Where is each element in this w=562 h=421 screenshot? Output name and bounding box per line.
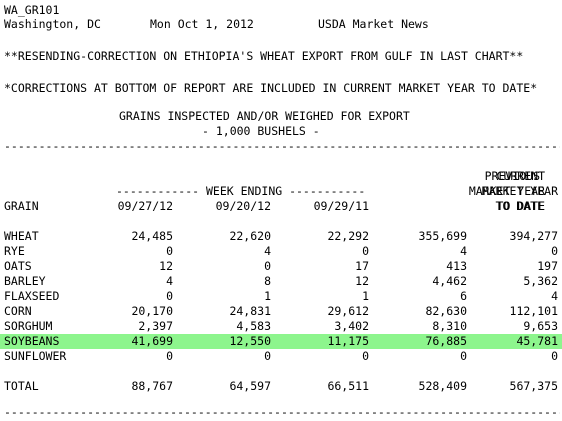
table-row-flaxseed-label: FLAXSEED — [4, 289, 60, 303]
table-row-soybeans-w3-value: 11,175 — [327, 334, 369, 348]
table-row-oats-prev-value: 197 — [537, 259, 558, 273]
divider-top: ----------------------------------------… — [4, 139, 560, 153]
table-row-flaxseed-w3-value: 1 — [362, 289, 369, 303]
table-row-rye-prev-value: 0 — [551, 244, 558, 258]
table-row-corn-cur-value: 82,630 — [425, 304, 467, 318]
col-previous-line2: MARKET YEAR — [481, 184, 558, 198]
table-row-rye-cur-value: 4 — [460, 244, 467, 258]
table-row-soybeans-cur-value: 76,885 — [425, 334, 467, 348]
table-row-rye-label: RYE — [4, 244, 25, 258]
table-row-total-w2-value: 64,597 — [229, 379, 271, 393]
soybeans-row-highlight — [0, 334, 562, 349]
report-source: USDA Market News — [318, 17, 429, 31]
table-row-corn-prev-value: 112,101 — [509, 304, 558, 318]
table-row-corn-w2-value: 24,831 — [229, 304, 271, 318]
table-row-wheat-w3-value: 22,292 — [327, 229, 369, 243]
table-row-sorghum-label: SORGHUM — [4, 319, 53, 333]
table-row-sunflower-cur-value: 0 — [460, 349, 467, 363]
table-row-rye-w1-value: 0 — [166, 244, 173, 258]
table-row-total-w3-value: 66,511 — [327, 379, 369, 393]
table-row-rye-w3-value: 0 — [362, 244, 369, 258]
table-row-soybeans-label: SOYBEANS — [4, 334, 60, 348]
table-row-total-cur-value: 528,409 — [418, 379, 467, 393]
table-row-wheat-cur-value: 355,699 — [418, 229, 467, 243]
table-row-sorghum-w3-value: 3,402 — [334, 319, 369, 333]
col-current-line3: TO DATE — [496, 199, 545, 213]
table-row-barley-label: BARLEY — [4, 274, 46, 288]
table-row-corn-w3-value: 29,612 — [327, 304, 369, 318]
col-grain: GRAIN — [4, 199, 39, 213]
table-row-flaxseed-w1-value: 0 — [166, 289, 173, 303]
table-row-barley-cur-value: 4,462 — [432, 274, 467, 288]
table-row-wheat-label: WHEAT — [4, 229, 39, 243]
report-date: Mon Oct 1, 2012 — [150, 17, 254, 31]
table-row-sorghum-w1-value: 2,397 — [138, 319, 173, 333]
table-row-oats-w3-value: 17 — [355, 259, 369, 273]
divider-bottom: ----------------------------------------… — [4, 405, 560, 419]
table-row-sunflower-w2-value: 0 — [264, 349, 271, 363]
table-title: GRAINS INSPECTED AND/OR WEIGHED FOR EXPO… — [119, 109, 410, 123]
table-row-soybeans-w2-value: 12,550 — [229, 334, 271, 348]
table-row-sorghum-w2-value: 4,583 — [236, 319, 271, 333]
table-subtitle: - 1,000 BUSHELS - — [202, 124, 320, 138]
week-ending-label: ------------ WEEK ENDING ----------- — [116, 184, 366, 198]
table-row-total-label: TOTAL — [4, 379, 39, 393]
table-row-oats-w2-value: 0 — [264, 259, 271, 273]
table-row-oats-label: OATS — [4, 259, 32, 273]
table-row-flaxseed-prev-value: 4 — [551, 289, 558, 303]
col-week3: 09/29/11 — [313, 199, 369, 213]
table-row-sorghum-cur-value: 8,310 — [432, 319, 467, 333]
table-row-sorghum-prev-value: 9,653 — [523, 319, 558, 333]
col-current-line2: MARKET YEAR — [468, 184, 545, 198]
table-row-wheat-w2-value: 22,620 — [229, 229, 271, 243]
col-current-line1: CURRENT — [496, 169, 545, 183]
table-row-barley-w1-value: 4 — [166, 274, 173, 288]
table-row-sunflower-label: SUNFLOWER — [4, 349, 67, 363]
table-row-flaxseed-w2-value: 1 — [264, 289, 271, 303]
location: Washington, DC — [4, 17, 101, 31]
table-row-barley-w2-value: 8 — [264, 274, 271, 288]
table-row-flaxseed-cur-value: 6 — [460, 289, 467, 303]
table-row-barley-prev-value: 5,362 — [523, 274, 558, 288]
report-id: WA_GR101 — [4, 3, 60, 17]
table-row-total-prev-value: 567,375 — [509, 379, 558, 393]
table-row-corn-w1-value: 20,170 — [131, 304, 173, 318]
table-row-corn-label: CORN — [4, 304, 32, 318]
table-row-wheat-prev-value: 394,277 — [509, 229, 558, 243]
col-week2: 09/20/12 — [215, 199, 271, 213]
table-row-sunflower-prev-value: 0 — [551, 349, 558, 363]
col-week1: 09/27/12 — [117, 199, 173, 213]
table-row-rye-w2-value: 4 — [264, 244, 271, 258]
corrections-note: *CORRECTIONS AT BOTTOM OF REPORT ARE INC… — [4, 81, 538, 95]
table-row-sunflower-w3-value: 0 — [362, 349, 369, 363]
table-row-soybeans-w1-value: 41,699 — [131, 334, 173, 348]
table-row-oats-cur-value: 413 — [446, 259, 467, 273]
resend-note: **RESENDING-CORRECTION ON ETHIOPIA'S WHE… — [4, 49, 524, 63]
table-row-wheat-w1-value: 24,485 — [131, 229, 173, 243]
table-row-barley-w3-value: 12 — [355, 274, 369, 288]
col-previous-line1: PREVIOUS — [484, 169, 540, 183]
col-previous-line3: TO DATE — [495, 199, 544, 213]
table-row-oats-w1-value: 12 — [159, 259, 173, 273]
table-row-sunflower-w1-value: 0 — [166, 349, 173, 363]
table-row-total-w1-value: 88,767 — [131, 379, 173, 393]
table-row-soybeans-prev-value: 45,781 — [516, 334, 558, 348]
